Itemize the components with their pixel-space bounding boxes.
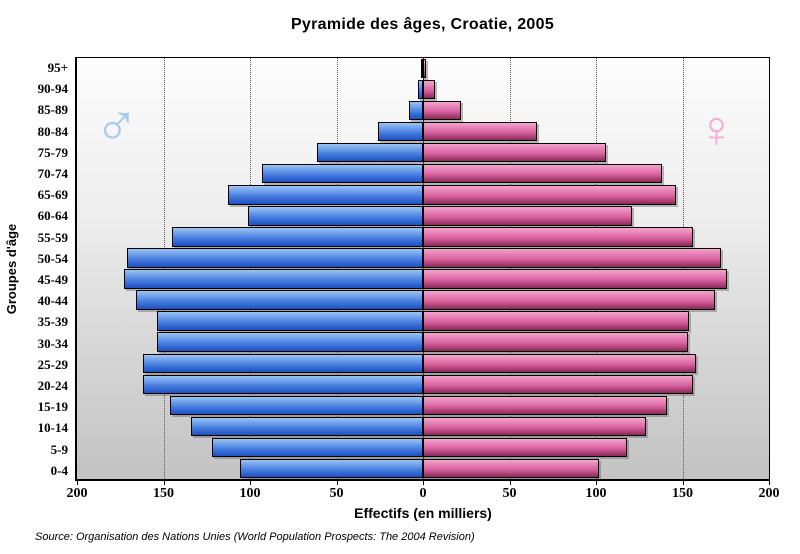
age-label: 5-9 xyxy=(50,441,68,457)
male-bar-50-54 xyxy=(127,248,423,268)
gridline xyxy=(682,58,684,479)
gridline xyxy=(509,58,511,479)
x-tick-label: 100 xyxy=(585,486,607,501)
male-bar-25-29 xyxy=(142,353,423,373)
x-tick xyxy=(769,481,770,485)
age-label: 15-19 xyxy=(37,399,68,415)
zero-axis-line xyxy=(423,58,424,479)
plot-canvas xyxy=(77,58,769,479)
age-label: 75-79 xyxy=(37,144,68,160)
female-bar-20-24 xyxy=(423,374,693,394)
age-label: 50-54 xyxy=(37,250,68,266)
x-tick-label: 150 xyxy=(153,486,174,501)
chart-title: Pyramide des âges, Croatie, 2005 xyxy=(290,16,555,33)
male-bar-35-39 xyxy=(156,311,423,331)
male-bar-70-74 xyxy=(262,164,423,184)
x-tick-label: 200 xyxy=(66,486,88,501)
x-tick-label: 150 xyxy=(672,486,693,501)
x-tick xyxy=(423,481,424,485)
age-label: 20-24 xyxy=(37,378,68,393)
female-bar-85-89 xyxy=(423,100,462,121)
plot-area xyxy=(75,57,770,481)
x-tick xyxy=(682,481,684,485)
male-bar-65-69 xyxy=(227,185,423,205)
x-tick-label: 200 xyxy=(758,486,780,501)
male-bar-90-94 xyxy=(417,79,423,100)
male-bar-15-19 xyxy=(170,395,423,416)
x-tick-label: 50 xyxy=(502,486,517,501)
female-bar-25-29 xyxy=(423,353,697,373)
gridline xyxy=(250,58,251,479)
age-label: 65-69 xyxy=(37,187,68,203)
age-label: 40-44 xyxy=(37,293,68,309)
male-symbol-icon: ♂ xyxy=(94,92,139,159)
gridline xyxy=(596,58,597,479)
x-tick xyxy=(509,481,511,485)
female-bar-95+ xyxy=(423,58,427,79)
x-tick-label: 0 xyxy=(419,486,427,501)
age-label: 90-94 xyxy=(37,81,68,97)
male-bar-40-44 xyxy=(135,290,423,310)
x-tick xyxy=(163,481,165,485)
x-tick-label: 50 xyxy=(329,486,344,501)
female-bar-45-49 xyxy=(423,269,728,289)
y-axis-tick-labels: 95+ 90-94 85-89 80-84 75-79 70-74 65-69 60-64 55… xyxy=(0,57,68,481)
female-bar-5-9 xyxy=(423,437,628,458)
female-symbol-icon: ♀ xyxy=(697,101,736,159)
age-label: 0-4 xyxy=(50,462,68,478)
female-bar-40-44 xyxy=(423,290,716,310)
female-bar-65-69 xyxy=(423,185,676,205)
female-bar-35-39 xyxy=(423,311,690,331)
female-bar-90-94 xyxy=(423,79,436,100)
x-tick-label: 100 xyxy=(239,486,261,501)
female-bar-30-34 xyxy=(423,332,688,352)
x-axis: 200 150 100 50 0 50 100 150 200 xyxy=(67,481,780,507)
age-label: 85-89 xyxy=(37,102,68,118)
age-label: 25-29 xyxy=(37,356,68,372)
female-bar-55-59 xyxy=(423,227,693,247)
female-bar-0-4 xyxy=(423,458,600,479)
x-tick xyxy=(77,481,78,485)
age-label: 95+ xyxy=(47,60,68,75)
age-label: 45-49 xyxy=(37,272,68,287)
female-bar-70-74 xyxy=(423,164,662,184)
male-bar-5-9 xyxy=(211,437,423,458)
x-tick xyxy=(250,481,251,485)
source-note: Source: Organisation des Nations Unies (… xyxy=(35,531,475,543)
female-bar-50-54 xyxy=(423,248,721,268)
male-bar-30-34 xyxy=(156,332,423,352)
age-label: 30-34 xyxy=(37,335,68,351)
age-label: 70-74 xyxy=(37,166,68,181)
age-label: 60-64 xyxy=(37,208,68,224)
gridline xyxy=(336,58,338,479)
female-bar-75-79 xyxy=(423,143,607,163)
male-bar-45-49 xyxy=(123,269,423,289)
x-axis-title: Effectifs (en milliers) xyxy=(354,505,492,521)
x-tick xyxy=(336,481,338,485)
female-bar-80-84 xyxy=(423,121,538,142)
male-bar-80-84 xyxy=(378,121,423,142)
male-bar-95+ xyxy=(421,58,423,79)
age-label: 80-84 xyxy=(37,123,68,139)
male-bar-10-14 xyxy=(191,416,423,437)
male-bar-20-24 xyxy=(142,374,423,394)
male-bar-55-59 xyxy=(172,227,423,247)
female-bar-60-64 xyxy=(423,206,633,226)
x-tick xyxy=(596,481,597,485)
female-bar-10-14 xyxy=(423,416,647,437)
age-label: 10-14 xyxy=(37,420,68,436)
female-bar-15-19 xyxy=(423,395,667,416)
male-bar-85-89 xyxy=(409,100,423,121)
male-bar-75-79 xyxy=(317,143,423,163)
age-label: 35-39 xyxy=(37,314,68,330)
male-bar-60-64 xyxy=(248,206,423,226)
gridline xyxy=(163,58,165,479)
male-bar-0-4 xyxy=(239,458,423,479)
age-label: 55-59 xyxy=(37,229,68,245)
